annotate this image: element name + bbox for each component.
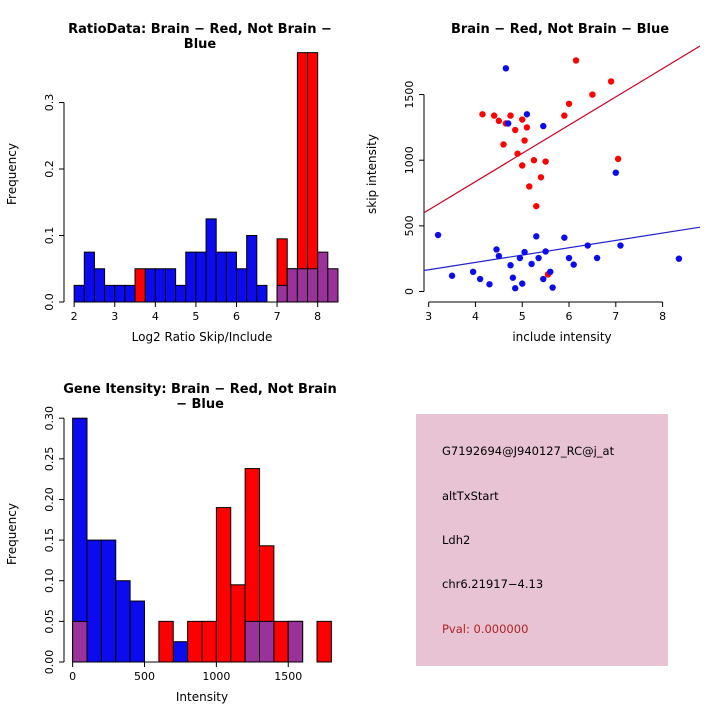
intensity-scatter-plot: 3 4 5 6 7 8 0 500 1000 1500 <box>403 45 701 323</box>
svg-text:8: 8 <box>314 310 321 323</box>
svg-text:1500: 1500 <box>403 81 416 109</box>
gene-intensity-histogram-title: Gene Itensity: Brain − Red, Not Brain − … <box>63 382 337 412</box>
svg-text:0.1: 0.1 <box>43 227 56 245</box>
gene-intensity-histogram-plot: 0 500 1000 1500 0.00 0.05 0.10 0.15 0.20 0.25 0.30 <box>43 406 332 683</box>
gene-intensity-histogram-ylabel: Frequency <box>5 503 19 565</box>
svg-text:5: 5 <box>192 310 199 323</box>
svg-text:0: 0 <box>403 288 416 295</box>
svg-text:7: 7 <box>612 310 619 323</box>
svg-text:2: 2 <box>71 310 78 323</box>
svg-text:0: 0 <box>69 670 76 683</box>
svg-text:7: 7 <box>274 310 281 323</box>
svg-text:6: 6 <box>233 310 240 323</box>
svg-text:0.2: 0.2 <box>43 160 56 178</box>
svg-text:500: 500 <box>134 670 155 683</box>
ratio-histogram-plot: 2 3 4 5 6 7 8 0.0 0.1 0.2 0.3 <box>43 52 339 323</box>
panel-ratio-histogram: 2 3 4 5 6 7 8 0.0 0.1 0.2 0.3 RatioData: Brain − R… <box>0 0 360 360</box>
svg-text:4: 4 <box>472 310 479 323</box>
panel-gene-intensity-histogram: 0 500 1000 1500 0.00 0.05 0.10 0.15 0.20 0.25 0.30… <box>0 360 360 720</box>
svg-text:1500: 1500 <box>274 670 302 683</box>
probe-id-text: G7192694@J940127_RC@j_at <box>442 444 615 459</box>
pval-text: Pval: 0.000000 <box>442 621 529 636</box>
svg-text:0.30: 0.30 <box>43 406 56 431</box>
svg-text:0.10: 0.10 <box>43 568 56 593</box>
svg-text:0.00: 0.00 <box>43 650 56 675</box>
ratio-histogram-xlabel: Log2 Ratio Skip/Include <box>131 330 273 344</box>
svg-text:0.15: 0.15 <box>43 528 56 553</box>
svg-text:5: 5 <box>519 310 526 323</box>
svg-text:3: 3 <box>111 310 118 323</box>
ratio-histogram-title: RatioData: Brain − Red, Not Brain − Blue <box>68 22 332 52</box>
svg-text:4: 4 <box>152 310 159 323</box>
svg-text:6: 6 <box>566 310 573 323</box>
svg-text:500: 500 <box>403 215 416 236</box>
ratio-histogram-ylabel: Frequency <box>5 143 19 205</box>
svg-text:0.0: 0.0 <box>43 293 56 311</box>
chromosome-location-text: chr6.21917−4.13 <box>442 577 544 592</box>
svg-text:8: 8 <box>659 310 666 323</box>
svg-text:3: 3 <box>425 310 432 323</box>
intensity-scatter-title: Brain − Red, Not Brain − Blue <box>450 22 670 37</box>
gene-intensity-histogram-xlabel: Intensity <box>175 690 229 704</box>
svg-text:0.3: 0.3 <box>43 94 56 112</box>
panel-probe-info: G7192694@J940127_RC@j_at altTxStart Ldh2… <box>360 360 720 720</box>
svg-text:1000: 1000 <box>202 670 230 683</box>
intensity-scatter-xlabel: include intensity <box>512 330 612 344</box>
intensity-scatter-ylabel: skip intensity <box>365 134 379 214</box>
probe-info-box: G7192694@J940127_RC@j_at altTxStart Ldh2… <box>416 414 668 666</box>
svg-text:1000: 1000 <box>403 146 416 174</box>
svg-text:0.20: 0.20 <box>43 487 56 512</box>
svg-text:0.05: 0.05 <box>43 609 56 634</box>
gene-name-text: Ldh2 <box>442 532 471 547</box>
event-type-text: altTxStart <box>442 488 499 503</box>
svg-text:0.25: 0.25 <box>43 447 56 472</box>
panel-intensity-scatter: 3 4 5 6 7 8 0 500 1000 1500 Brain − Red, Not Brai… <box>360 0 720 360</box>
